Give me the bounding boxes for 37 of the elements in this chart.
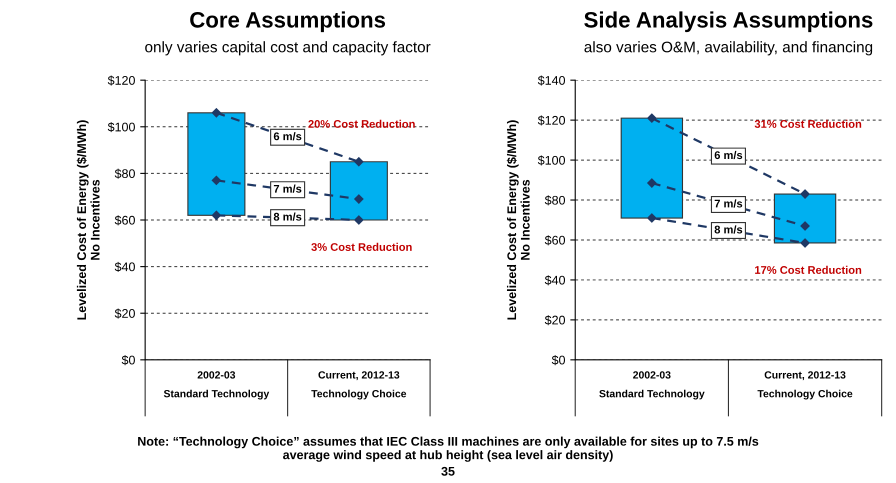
y-tick-label: $100: [108, 122, 135, 132]
y-tick-label: $80: [544, 195, 566, 206]
chart-title: Side Analysis Assumptions: [584, 11, 872, 32]
y-tick-label: $0: [122, 355, 135, 366]
x-tick-label: 2002-03 Standard Technology: [164, 371, 270, 400]
y-tick-label: $60: [114, 215, 135, 226]
chart-title: Core Assumptions: [190, 11, 386, 32]
y-tick-label: $80: [114, 168, 135, 179]
series-label: 8 m/s: [274, 212, 302, 221]
y-tick-label: $40: [544, 275, 566, 286]
y-tick-label: $120: [538, 115, 566, 126]
annotation: 31% Cost Reduction: [754, 120, 862, 128]
series-label: 7 m/s: [714, 199, 742, 208]
series-label: 8 m/s: [714, 225, 742, 234]
y-tick-label: $120: [108, 75, 135, 86]
y-tick-label: $100: [538, 155, 566, 166]
y-axis-title: Levelized Cost of Energy ($/MWh) No Incentives: [76, 120, 100, 320]
annotation: 3% Cost Reduction: [311, 242, 412, 251]
y-tick-label: $0: [552, 355, 566, 366]
chart-subtitle: also varies O&M, availability, and financing: [584, 41, 872, 56]
series-label: 7 m/s: [274, 184, 302, 193]
annotation: 20% Cost Reduction: [308, 120, 415, 128]
y-tick-label: $20: [544, 315, 566, 326]
text: Note: “Technology Choice” assumes that IEC Class III machines are only available for sites up to 7.5 m/s average wind speed at hub height (sea level air density): [138, 436, 758, 462]
y-axis-title: Levelized Cost of Energy ($/MWh) No Incentives: [506, 120, 530, 320]
y-tick-label: $20: [114, 308, 135, 319]
annotation: 17% Cost Reduction: [755, 266, 862, 274]
y-tick-label: $140: [538, 75, 566, 86]
chart-subtitle: only varies capital cost and capacity factor: [145, 41, 430, 56]
y-tick-label: $60: [544, 235, 566, 246]
text: 35: [441, 466, 455, 476]
y-tick-label: $40: [114, 262, 135, 272]
x-tick-label: Current, 2012-13 Technology Choice: [758, 371, 852, 400]
x-tick-label: Current, 2012-13 Technology Choice: [311, 371, 406, 400]
series-label: 6 m/s: [714, 150, 742, 160]
x-tick-label: 2002-03 Standard Technology: [599, 371, 705, 400]
series-label: 6 m/s: [274, 132, 302, 140]
